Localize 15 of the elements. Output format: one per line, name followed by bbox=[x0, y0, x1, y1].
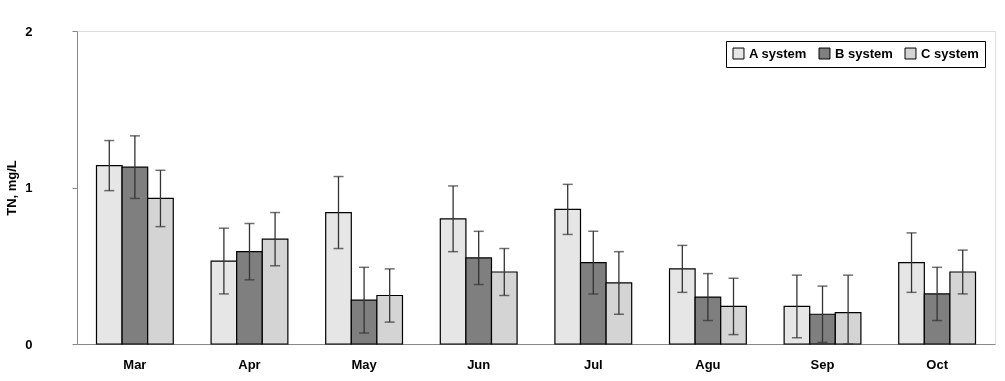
x-tick-label: May bbox=[351, 356, 378, 372]
legend-label: C system bbox=[921, 45, 979, 61]
x-tick-label: Sep bbox=[810, 356, 835, 372]
y-tick-label: 1 bbox=[25, 180, 33, 195]
legend-label: B system bbox=[835, 45, 893, 61]
x-tick-label: Agu bbox=[695, 356, 721, 372]
y-tick-label: 2 bbox=[25, 23, 33, 39]
y-axis-title: TN, mg/L bbox=[4, 160, 20, 216]
x-tick-label: Jul bbox=[583, 356, 603, 372]
x-tick-label: Jun bbox=[467, 356, 491, 372]
x-tick-label: Apr bbox=[238, 356, 261, 372]
legend-label: A system bbox=[749, 45, 807, 61]
y-tick-label: 0 bbox=[25, 336, 33, 352]
x-tick-label: Oct bbox=[926, 356, 949, 372]
x-tick-label: Mar bbox=[123, 356, 147, 372]
